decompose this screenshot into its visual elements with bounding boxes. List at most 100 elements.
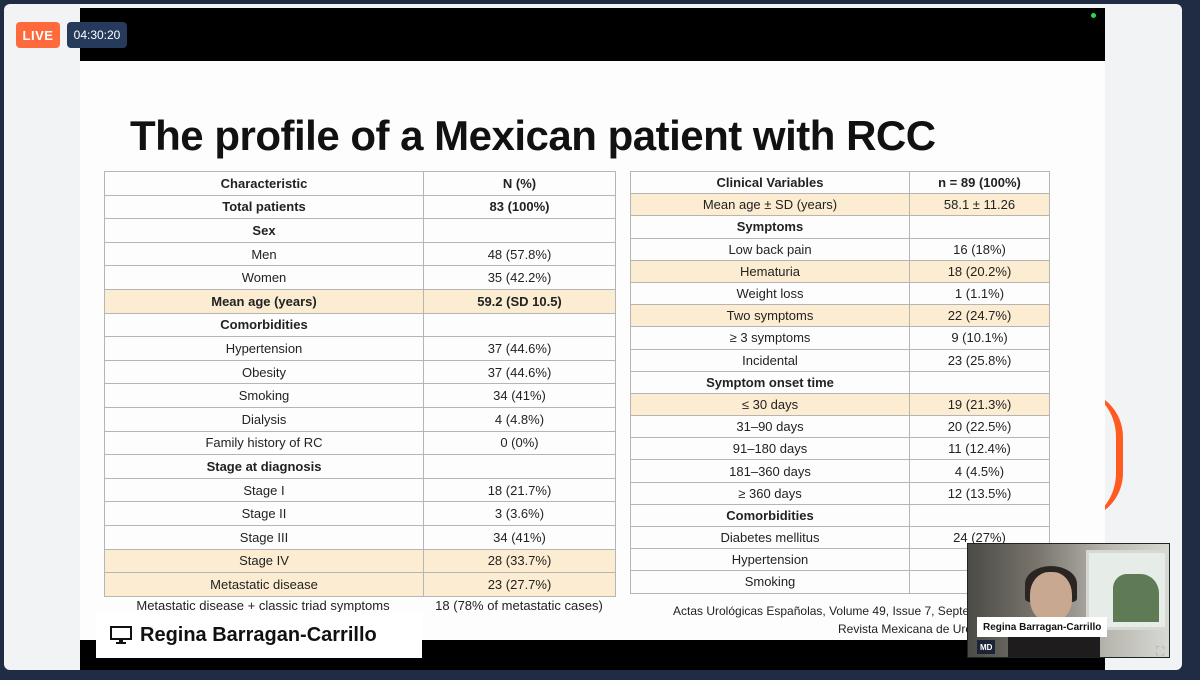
header-label: Characteristic (104, 171, 424, 196)
table-row: Stage at diagnosis (104, 454, 616, 479)
cell-value: 4 (4.5%) (909, 459, 1050, 483)
table-row: Mean age ± SD (years) 58.1 ± 11.26 (630, 193, 1050, 217)
recording-indicator-icon (1091, 13, 1096, 18)
cell-label: Smoking (630, 570, 910, 594)
table-row: Total patients 83 (100%) (104, 194, 616, 220)
table-row: Comorbidities (104, 312, 616, 338)
cell-value (423, 312, 616, 338)
clinical-variables-table: Clinical Variables n = 89 (100%) Mean age … (630, 170, 1050, 594)
table-row: Sex (104, 218, 616, 243)
cell-value: 37 (44.6%) (423, 336, 616, 361)
elapsed-timer: 04:30:20 (67, 22, 127, 48)
cell-label: Diabetes mellitus (630, 525, 910, 550)
monitor-icon (110, 626, 132, 644)
cell-label: 181–360 days (630, 459, 910, 483)
cell-value: 16 (18%) (909, 237, 1050, 261)
camera-initials-badge: MD (977, 640, 996, 654)
cell-value: 59.2 (SD 10.5) (423, 288, 616, 314)
patient-characteristics-table: Characteristic N (%) Total patients 83 (100… (104, 171, 616, 597)
cell-label: Low back pain (630, 237, 910, 261)
table-row: Comorbidities (630, 503, 1050, 528)
presenter-name-tag: Regina Barragan-Carrillo (96, 612, 422, 658)
cell-label: Total patients (104, 194, 424, 220)
cell-value: 28 (33.7%) (423, 548, 616, 574)
header-value: n = 89 (100%) (909, 170, 1050, 195)
table-row: Dialysis 4 (4.8%) (104, 406, 616, 432)
cell-value: 37 (44.6%) (423, 359, 616, 385)
table-row: Obesity 37 (44.6%) (104, 359, 616, 385)
cell-value: 34 (41%) (423, 524, 616, 550)
table-row: ≥ 3 symptoms 9 (10.1%) (630, 326, 1050, 350)
cell-label: Incidental (630, 348, 910, 372)
table-row: Low back pain 16 (18%) (630, 237, 1050, 261)
cell-value: 23 (27.7%) (423, 572, 616, 597)
cell-label: Obesity (104, 359, 424, 385)
decorative-arc (1076, 390, 1123, 520)
table-row: Hematuria 18 (20.2%) (630, 259, 1050, 283)
table-row: Stage II 3 (3.6%) (104, 501, 616, 526)
cell-label: Symptom onset time (630, 370, 910, 394)
camera-trees (1113, 574, 1159, 622)
cell-value: 48 (57.8%) (423, 241, 616, 267)
header-value: N (%) (423, 171, 616, 196)
cell-label: Stage at diagnosis (104, 454, 424, 479)
table-row: Mean age (years) 59.2 (SD 10.5) (104, 288, 616, 314)
table-row: Hypertension 37 (44.6%) (104, 336, 616, 361)
speaker-face (1030, 572, 1072, 622)
table-row: Stage IV 28 (33.7%) (104, 548, 616, 574)
speaker-camera-tile[interactable]: Regina Barragan-Carrillo MD (967, 543, 1170, 658)
cell-label: Smoking (104, 383, 424, 408)
table-row: Incidental 23 (25.8%) (630, 348, 1050, 372)
cell-value: 18 (21.7%) (423, 477, 616, 503)
cell-label: Stage IV (104, 548, 424, 574)
cell-value: 20 (22.5%) (909, 415, 1050, 439)
cell-value: 18 (20.2%) (909, 259, 1050, 283)
cell-label: 31–90 days (630, 415, 910, 439)
table-row: Family history of RC 0 (0%) (104, 430, 616, 456)
cell-label: Family history of RC (104, 430, 424, 456)
cell-label: Metastatic disease (104, 572, 424, 597)
live-badge: LIVE (16, 22, 60, 48)
header-label: Clinical Variables (630, 170, 910, 195)
cell-label: Dialysis (104, 406, 424, 432)
table-row: Stage I 18 (21.7%) (104, 477, 616, 503)
cell-value (909, 215, 1050, 239)
table-row: Men 48 (57.8%) (104, 241, 616, 267)
cell-value: 19 (21.3%) (909, 392, 1050, 417)
cell-value (423, 218, 616, 243)
cell-label: Stage II (104, 501, 424, 526)
cell-value: 83 (100%) (423, 194, 616, 220)
cell-value (909, 503, 1050, 528)
cell-value (909, 370, 1050, 394)
table-row: Weight loss 1 (1.1%) (630, 281, 1050, 306)
cell-value: 1 (1.1%) (909, 281, 1050, 306)
table-row: 181–360 days 4 (4.5%) (630, 459, 1050, 483)
reference-line-1: Actas Urológicas Españolas, Volume 49, I… (673, 604, 980, 618)
footnote-label: Metastatic disease + classic triad sympt… (136, 598, 390, 613)
cell-value: 58.1 ± 11.26 (909, 193, 1050, 217)
table-row: Two symptoms 22 (24.7%) (630, 304, 1050, 328)
cell-label: Hematuria (630, 259, 910, 283)
cell-value: 12 (13.5%) (909, 481, 1050, 505)
table-row: Metastatic disease 23 (27.7%) (104, 572, 616, 597)
cell-label: Weight loss (630, 281, 910, 306)
table-row: 91–180 days 11 (12.4%) (630, 437, 1050, 461)
cell-label: Hypertension (104, 336, 424, 361)
table-row: ≥ 360 days 12 (13.5%) (630, 481, 1050, 505)
footnote-value: 18 (78% of metastatic cases) (435, 598, 603, 613)
cell-label: Two symptoms (630, 304, 910, 328)
slide-title: The profile of a Mexican patient with RC… (130, 112, 936, 159)
table-row: Women 35 (42.2%) (104, 265, 616, 290)
cell-label: Symptoms (630, 215, 910, 239)
cell-value: 0 (0%) (423, 430, 616, 456)
expand-icon[interactable]: ⛶ (1156, 644, 1165, 658)
cell-label: ≥ 3 symptoms (630, 326, 910, 350)
table-footnote: Metastatic disease + classic triad sympt… (104, 598, 616, 613)
cell-label: Comorbidities (104, 312, 424, 338)
cell-value (423, 454, 616, 479)
cell-label: Mean age (years) (104, 288, 424, 314)
cell-value: 35 (42.2%) (423, 265, 616, 290)
cell-value: 9 (10.1%) (909, 326, 1050, 350)
cell-label: ≥ 360 days (630, 481, 910, 505)
cell-label: Hypertension (630, 548, 910, 572)
